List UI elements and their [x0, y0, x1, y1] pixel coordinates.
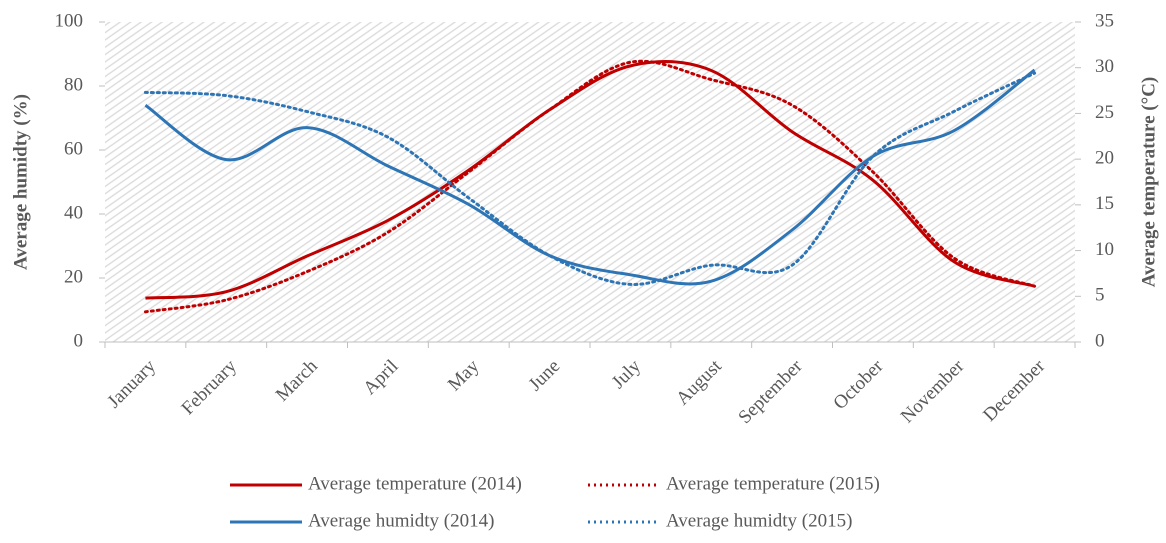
y2-tick-label: 0	[1095, 330, 1105, 351]
y2-tick-label: 35	[1095, 10, 1114, 31]
legend-label: Average humidty (2015)	[666, 510, 852, 531]
y-tick-label: 40	[64, 202, 83, 223]
x-tick-label: May	[444, 355, 484, 395]
series-line	[143, 59, 1037, 314]
series-line	[144, 68, 1036, 286]
y2-axis-title: Average temperature (°C)	[1138, 77, 1159, 288]
y2-tick-label: 30	[1095, 56, 1114, 77]
x-tick-label: December	[979, 355, 1050, 426]
legend-label: Average humidty (2014)	[308, 510, 494, 531]
x-tick-label: October	[829, 355, 888, 414]
legend-label: Average temperature (2015)	[666, 473, 880, 494]
x-tick-label: January	[103, 355, 160, 412]
y-tick-label: 0	[74, 330, 84, 351]
y2-tick-label: 10	[1095, 239, 1114, 260]
x-tick-label: March	[272, 355, 322, 405]
y-tick-label: 60	[64, 138, 83, 159]
y-tick-label: 20	[64, 266, 83, 287]
y-tick-label: 80	[64, 74, 83, 95]
x-tick-label: September	[734, 355, 807, 428]
legend-label: Average temperature (2014)	[308, 473, 522, 494]
series-line	[143, 71, 1037, 286]
y-tick-label: 100	[55, 10, 84, 31]
y2-tick-label: 15	[1095, 193, 1114, 214]
plot-area	[105, 22, 1075, 342]
x-tick-label: July	[608, 355, 646, 393]
y2-tick-label: 25	[1095, 102, 1114, 123]
x-tick-label: November	[897, 355, 969, 427]
x-tick-label: August	[672, 355, 726, 409]
series-line	[145, 60, 1036, 300]
y-axis-title: Average humidty (%)	[10, 94, 31, 270]
y2-tick-label: 5	[1095, 285, 1105, 306]
x-tick-label: April	[359, 356, 402, 399]
x-tick-label: June	[525, 356, 564, 395]
y2-tick-label: 20	[1095, 148, 1114, 169]
x-tick-label: February	[178, 355, 242, 419]
